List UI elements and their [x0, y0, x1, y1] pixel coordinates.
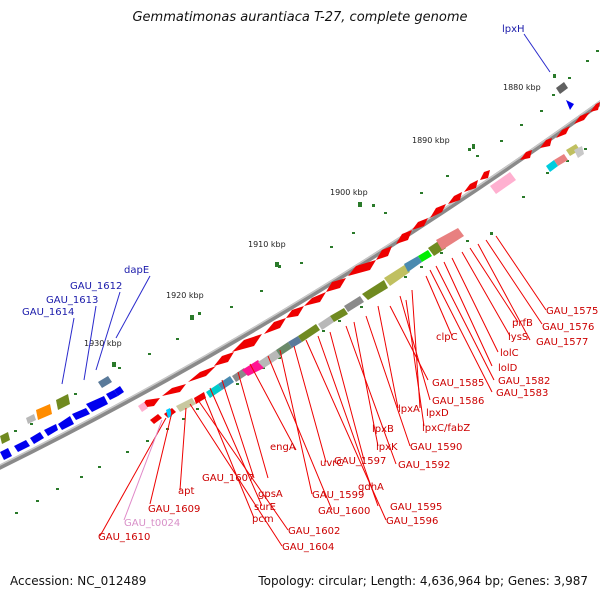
red-leader-lines — [99, 235, 547, 547]
reverse-genes-outer — [140, 102, 600, 408]
label-GAU_1602: GAU_1602 — [288, 526, 340, 537]
label-GAU_1576: GAU_1576 — [542, 322, 594, 333]
label-GAU_1596: GAU_1596 — [386, 516, 438, 527]
label-uvrC: uvrC — [320, 458, 343, 469]
label-GAU_1583: GAU_1583 — [496, 388, 548, 399]
label-GAU_1613: GAU_1613 — [46, 295, 98, 306]
label-surE: surE — [254, 502, 276, 513]
inner-dot-track — [15, 148, 587, 514]
backbone-highlight — [0, 100, 600, 466]
tick-label-1930: 1930 kbp — [84, 339, 122, 348]
label-GAU_1614: GAU_1614 — [22, 307, 74, 318]
label-lpxK: lpxK — [376, 442, 398, 453]
tick-label-1920: 1920 kbp — [166, 291, 204, 300]
tick-label-1890: 1890 kbp — [412, 136, 450, 145]
label-GAU_1590: GAU_1590 — [410, 442, 462, 453]
inner-gene-blocks — [150, 144, 584, 424]
pink-leader-line — [123, 419, 163, 521]
label-pcm: pcm — [252, 514, 274, 525]
label-gpsA: gpsA — [258, 489, 283, 500]
blue-labels: lpxH dapE GAU_1612 GAU_1613 GAU_1614 — [22, 24, 525, 318]
label-GAU_1586: GAU_1586 — [432, 396, 484, 407]
accession-text: Accession: NC_012489 — [10, 574, 147, 588]
label-GAU_1609: GAU_1609 — [148, 504, 200, 515]
label-GAU_1600: GAU_1600 — [318, 506, 370, 517]
tick-marks — [112, 74, 556, 367]
label-gdhA: gdhA — [358, 482, 384, 493]
label-lpxD: lpxD — [426, 408, 449, 419]
tick-label-1900: 1900 kbp — [330, 188, 368, 197]
label-lpxC-fabZ: lpxC/fabZ — [422, 423, 470, 434]
red-labels: GAU_1575 GAU_1576 prfB GAU_1577 lysS lol… — [98, 306, 598, 553]
label-lysS: lysS — [508, 332, 528, 343]
label-GAU_1610: GAU_1610 — [98, 532, 150, 543]
label-GAU_1604: GAU_1604 — [282, 542, 334, 553]
label-apt: apt — [178, 486, 194, 497]
label-GAU_1592: GAU_1592 — [398, 460, 450, 471]
map-title: Gemmatimonas aurantiaca T-27, complete g… — [132, 10, 468, 25]
label-GAU_1612: GAU_1612 — [70, 281, 122, 292]
label-GAU_1585: GAU_1585 — [432, 378, 484, 389]
blue-leader-lines — [61, 33, 551, 385]
forward-genes — [0, 100, 574, 460]
label-dapE: dapE — [124, 265, 149, 276]
label-lolD: lolD — [498, 363, 518, 374]
label-GAU_1597: GAU_1597 — [334, 456, 386, 467]
label-lpxB: lpxB — [372, 424, 394, 435]
label-prfB: prfB — [512, 318, 533, 329]
label-GAU_1607: GAU_1607 — [202, 473, 254, 484]
label-lolC: lolC — [500, 348, 519, 359]
label-GAU_t0024: GAU_t0024 — [124, 518, 180, 529]
label-engA: engA — [270, 442, 296, 453]
label-GAU_1595: GAU_1595 — [390, 502, 442, 513]
label-clpC: clpC — [436, 332, 458, 343]
label-GAU_1575: GAU_1575 — [546, 306, 598, 317]
tick-label-1910: 1910 kbp — [248, 240, 286, 249]
label-lpxH: lpxH — [502, 24, 525, 35]
misc-features — [0, 82, 568, 444]
label-GAU_1599: GAU_1599 — [312, 490, 364, 501]
label-lpxA: lpxA — [398, 404, 420, 415]
tick-labels: 1880 kbp 1890 kbp 1900 kbp 1910 kbp 1920… — [84, 83, 541, 348]
label-GAU_1582: GAU_1582 — [498, 376, 550, 387]
outer-dot-track — [14, 50, 599, 432]
tick-label-1880: 1880 kbp — [503, 83, 541, 92]
label-GAU_1577: GAU_1577 — [536, 337, 588, 348]
genome-summary: Topology: circular; Length: 4,636,964 bp… — [258, 574, 588, 588]
